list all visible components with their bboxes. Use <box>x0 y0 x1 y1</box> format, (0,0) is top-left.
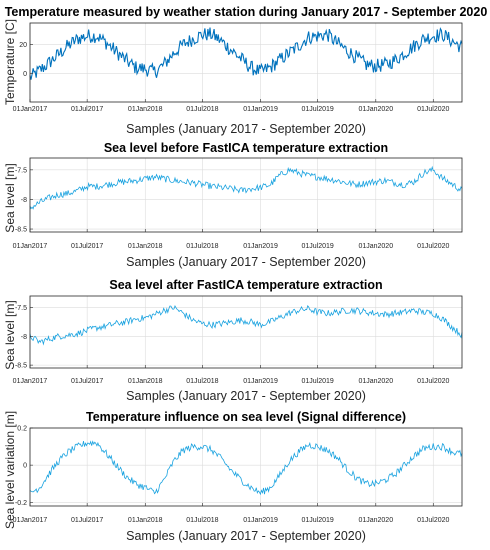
x-tick-label: 01Jan2017 <box>13 517 48 524</box>
x-tick-label: 01Jan2019 <box>243 243 278 250</box>
x-tick-label: 01Jan2020 <box>358 106 393 113</box>
x-tick-label: 01Jul2019 <box>302 517 334 524</box>
y-tick-label: -8 <box>21 334 27 341</box>
chart-panel-1: 01Jan2017 01Jul2017 01Jan2018 01Jul2018 01Ja… <box>3 5 487 136</box>
x-tick-label: 01Jul2020 <box>417 243 449 250</box>
x-tick-label: 01Jul2017 <box>71 243 103 250</box>
panel-title: Sea level before FastICA temperature ext… <box>104 141 388 155</box>
x-tick-label: 01Jan2019 <box>243 378 278 385</box>
y-axis-label: Sea level variation [m] <box>3 411 17 529</box>
x-tick-label: 01Jul2018 <box>186 243 218 250</box>
chart-panel-3: 01Jan2017 01Jul2017 01Jan2018 01Jul2018 01Ja… <box>3 278 463 403</box>
plot-frame <box>29 295 463 369</box>
y-tick-label: 20 <box>19 42 27 49</box>
plot-frame <box>29 427 463 507</box>
x-tick-label: 01Jul2018 <box>186 106 218 113</box>
series-line <box>29 440 463 496</box>
x-tick-label: 01Jan2020 <box>358 517 393 524</box>
y-axis-label: Sea level [m] <box>3 163 17 232</box>
x-axis-label: Samples (January 2017 - September 2020) <box>126 255 366 269</box>
x-tick-label: 01Jan2018 <box>128 378 163 385</box>
x-tick-label: 01Jan2019 <box>243 106 278 113</box>
y-tick-label: -7.5 <box>15 305 27 312</box>
x-tick-label: 01Jul2020 <box>417 517 449 524</box>
x-tick-label: 01Jan2018 <box>128 243 163 250</box>
y-axis-label: Temperature [C] <box>3 19 17 105</box>
x-tick-label: 01Jul2017 <box>71 517 103 524</box>
x-tick-label: 01Jul2019 <box>302 106 334 113</box>
x-tick-label: 01Jul2020 <box>417 378 449 385</box>
panel-title: Temperature measured by weather station … <box>5 5 488 19</box>
x-tick-label: 01Jan2020 <box>358 378 393 385</box>
x-tick-label: 01Jan2020 <box>358 243 393 250</box>
x-tick-label: 01Jul2017 <box>71 106 103 113</box>
x-tick-label: 01Jul2019 <box>302 243 334 250</box>
y-tick-label: -0.2 <box>15 500 27 507</box>
series-line <box>29 165 463 210</box>
x-axis-label: Samples (January 2017 - September 2020) <box>126 122 366 136</box>
chart-panel-2: 01Jan2017 01Jul2017 01Jan2018 01Jul2018 01Ja… <box>3 141 463 269</box>
x-tick-label: 01Jul2019 <box>302 378 334 385</box>
x-axis-label: Samples (January 2017 - September 2020) <box>126 389 366 403</box>
series-line <box>29 304 463 346</box>
x-tick-label: 01Jan2019 <box>243 517 278 524</box>
x-tick-label: 01Jul2018 <box>186 378 218 385</box>
x-tick-label: 01Jan2018 <box>128 517 163 524</box>
x-tick-label: 01Jan2018 <box>128 106 163 113</box>
x-tick-label: 01Jan2017 <box>13 243 48 250</box>
x-tick-label: 01Jul2020 <box>417 106 449 113</box>
y-tick-label: 0.2 <box>17 426 27 433</box>
panel-title: Sea level after FastICA temperature extr… <box>109 278 382 292</box>
panel-title: Temperature influence on sea level (Sign… <box>86 410 406 424</box>
y-tick-label: -8.5 <box>15 363 27 370</box>
chart-panel-4: 01Jan2017 01Jul2017 01Jan2018 01Jul2018 01Ja… <box>3 410 463 543</box>
x-tick-label: 01Jul2018 <box>186 517 218 524</box>
x-tick-label: 01Jan2017 <box>13 378 48 385</box>
series-line <box>29 27 463 80</box>
y-tick-label: -8 <box>21 197 27 204</box>
x-axis-label: Samples (January 2017 - September 2020) <box>126 529 366 543</box>
plot-frame <box>29 22 463 103</box>
plot-frame <box>29 157 463 233</box>
y-tick-label: 0 <box>23 71 27 78</box>
x-tick-label: 01Jul2017 <box>71 378 103 385</box>
x-tick-label: 01Jan2017 <box>13 106 48 113</box>
y-tick-label: -7.5 <box>15 167 27 174</box>
y-tick-label: 0 <box>23 463 27 470</box>
y-axis-label: Sea level [m] <box>3 300 17 369</box>
y-tick-label: -8.5 <box>15 227 27 234</box>
